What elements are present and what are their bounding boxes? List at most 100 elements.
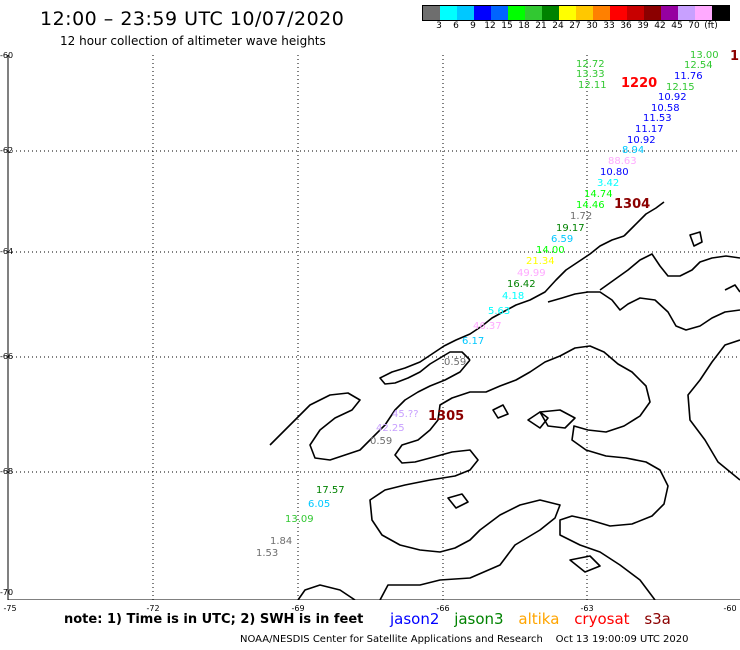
colorbar-swatch: [695, 6, 712, 20]
legend-jason2: jason2: [390, 610, 440, 628]
wave-height-label: 11.53: [643, 113, 672, 124]
colorbar-swatch: [508, 6, 525, 20]
colorbar-tick: 24: [552, 21, 564, 31]
colorbar-tick: 33: [603, 21, 615, 31]
colorbar-tick: 6: [453, 21, 459, 31]
wave-height-label: 3.42: [597, 178, 620, 189]
credit-line: NOAA/NESDIS Center for Satellite Applica…: [240, 634, 689, 645]
colorbar-swatch: [712, 6, 729, 20]
lat-label: -62: [0, 146, 14, 155]
wave-height-label: 46.37: [473, 321, 502, 332]
lon-label: -69: [291, 604, 305, 613]
colorbar-swatch: [593, 6, 610, 20]
credit-organization: NOAA/NESDIS Center for Satellite Applica…: [240, 634, 543, 645]
lon-label: -60: [723, 604, 737, 613]
wave-height-label: 14.74: [584, 189, 613, 200]
colorbar-tick: 18: [518, 21, 530, 31]
colorbar-tick: 70: [688, 21, 700, 31]
graticule: [8, 55, 740, 600]
wave-height-label: 6.17: [462, 336, 485, 347]
legend-cryosat: cryosat: [574, 610, 630, 628]
colorbar-tick: 12: [484, 21, 496, 31]
colorbar-tick: 36: [620, 21, 632, 31]
lat-label: -68: [0, 467, 14, 476]
pass-time-label: 1220: [621, 76, 658, 91]
map-canvas: [7, 55, 740, 600]
wave-height-label: 6.59: [551, 234, 574, 245]
lon-label: -66: [436, 604, 450, 613]
wave-height-label: 21.34: [526, 256, 555, 267]
legend-s3a: s3a: [644, 610, 671, 628]
wave-height-label: 12.15: [666, 82, 695, 93]
wave-height-label: 49.99: [517, 268, 546, 279]
colorbar-swatch: [423, 6, 440, 20]
map-frame: [7, 55, 740, 600]
credit-timestamp: Oct 13 19:00:09 UTC 2020: [555, 634, 689, 645]
colorbar-swatch: [474, 6, 491, 20]
wave-height-label: 0.59: [370, 436, 393, 447]
wave-height-label: 4.18: [502, 291, 525, 302]
wave-height-label: 13.33: [576, 69, 605, 80]
wave-height-label: 10.80: [600, 167, 629, 178]
wave-height-label: 13.00: [690, 50, 719, 61]
pass-time-label: 1304: [614, 197, 651, 212]
wave-height-label: 10.92: [627, 135, 656, 146]
colorbar-tick: 9: [470, 21, 476, 31]
wave-height-label: 8.94: [622, 145, 645, 156]
colorbar-tick: 39: [637, 21, 649, 31]
pass-time-label: 1: [730, 49, 740, 64]
colorbar-swatch: [457, 6, 474, 20]
coastline: [269, 201, 740, 600]
wave-height-label: 11.76: [674, 71, 703, 82]
wave-height-label: 17.57: [316, 485, 345, 496]
colorbar-swatch: [610, 6, 627, 20]
colorbar-swatch: [491, 6, 508, 20]
wave-height-colorbar: [422, 5, 730, 21]
wave-height-label: 45.??: [392, 409, 419, 420]
lon-label: -75: [3, 604, 17, 613]
colorbar-swatch: [576, 6, 593, 20]
legend-altika: altika: [518, 610, 560, 628]
wave-height-label: 14.00: [536, 245, 565, 256]
wave-height-label: 1.72: [570, 211, 593, 222]
wave-height-label: 12.11: [578, 80, 607, 91]
wave-height-label: 11.17: [635, 124, 664, 135]
wave-height-label: 1.53: [256, 548, 279, 559]
wave-height-label: 5.63: [488, 306, 511, 317]
colorbar-swatch: [440, 6, 457, 20]
map-title: 12:00 – 23:59 UTC 10/07/2020: [40, 8, 345, 30]
colorbar-swatch: [627, 6, 644, 20]
pass-time-label: 1305: [428, 409, 465, 424]
map-subtitle: 12 hour collection of altimeter wave hei…: [60, 34, 326, 48]
colorbar-ticks: 3 6 9 12 15 18 21 24 27 30 33 36 39 42 4…: [422, 21, 740, 35]
colorbar-swatch: [661, 6, 678, 20]
colorbar-tick: 45: [671, 21, 683, 31]
wave-height-label: 16.42: [507, 279, 536, 290]
colorbar-tick: 3: [436, 21, 442, 31]
wave-height-label: 12.72: [576, 59, 605, 70]
colorbar-tick: 15: [501, 21, 513, 31]
colorbar-tick: 30: [586, 21, 598, 31]
wave-height-label: 13.09: [285, 514, 314, 525]
wave-height-label: 0.59: [444, 357, 467, 368]
wave-height-label: 1.84: [270, 536, 293, 547]
colorbar-swatch: [542, 6, 559, 20]
wave-height-label: 10.92: [658, 92, 687, 103]
footnote: note: 1) Time is in UTC; 2) SWH is in fe…: [64, 612, 364, 627]
lat-label: -66: [0, 352, 14, 361]
satellite-legend: jason2 jason3 altika cryosat s3a: [390, 610, 681, 628]
colorbar-tick: 21: [535, 21, 547, 31]
wave-height-label: 42.25: [376, 423, 405, 434]
colorbar-unit: (ft): [704, 21, 718, 31]
wave-height-label: 14.46: [576, 200, 605, 211]
wave-height-label: 88.63: [608, 156, 637, 167]
wave-height-label: 12.54: [684, 60, 713, 71]
lat-label: -70: [0, 588, 14, 597]
wave-height-label: 10.58: [651, 103, 680, 114]
legend-jason3: jason3: [454, 610, 504, 628]
wave-height-label: 19.17: [556, 223, 585, 234]
colorbar-swatch: [678, 6, 695, 20]
colorbar-swatch: [559, 6, 576, 20]
lat-label: -64: [0, 247, 14, 256]
colorbar-tick: 42: [654, 21, 666, 31]
